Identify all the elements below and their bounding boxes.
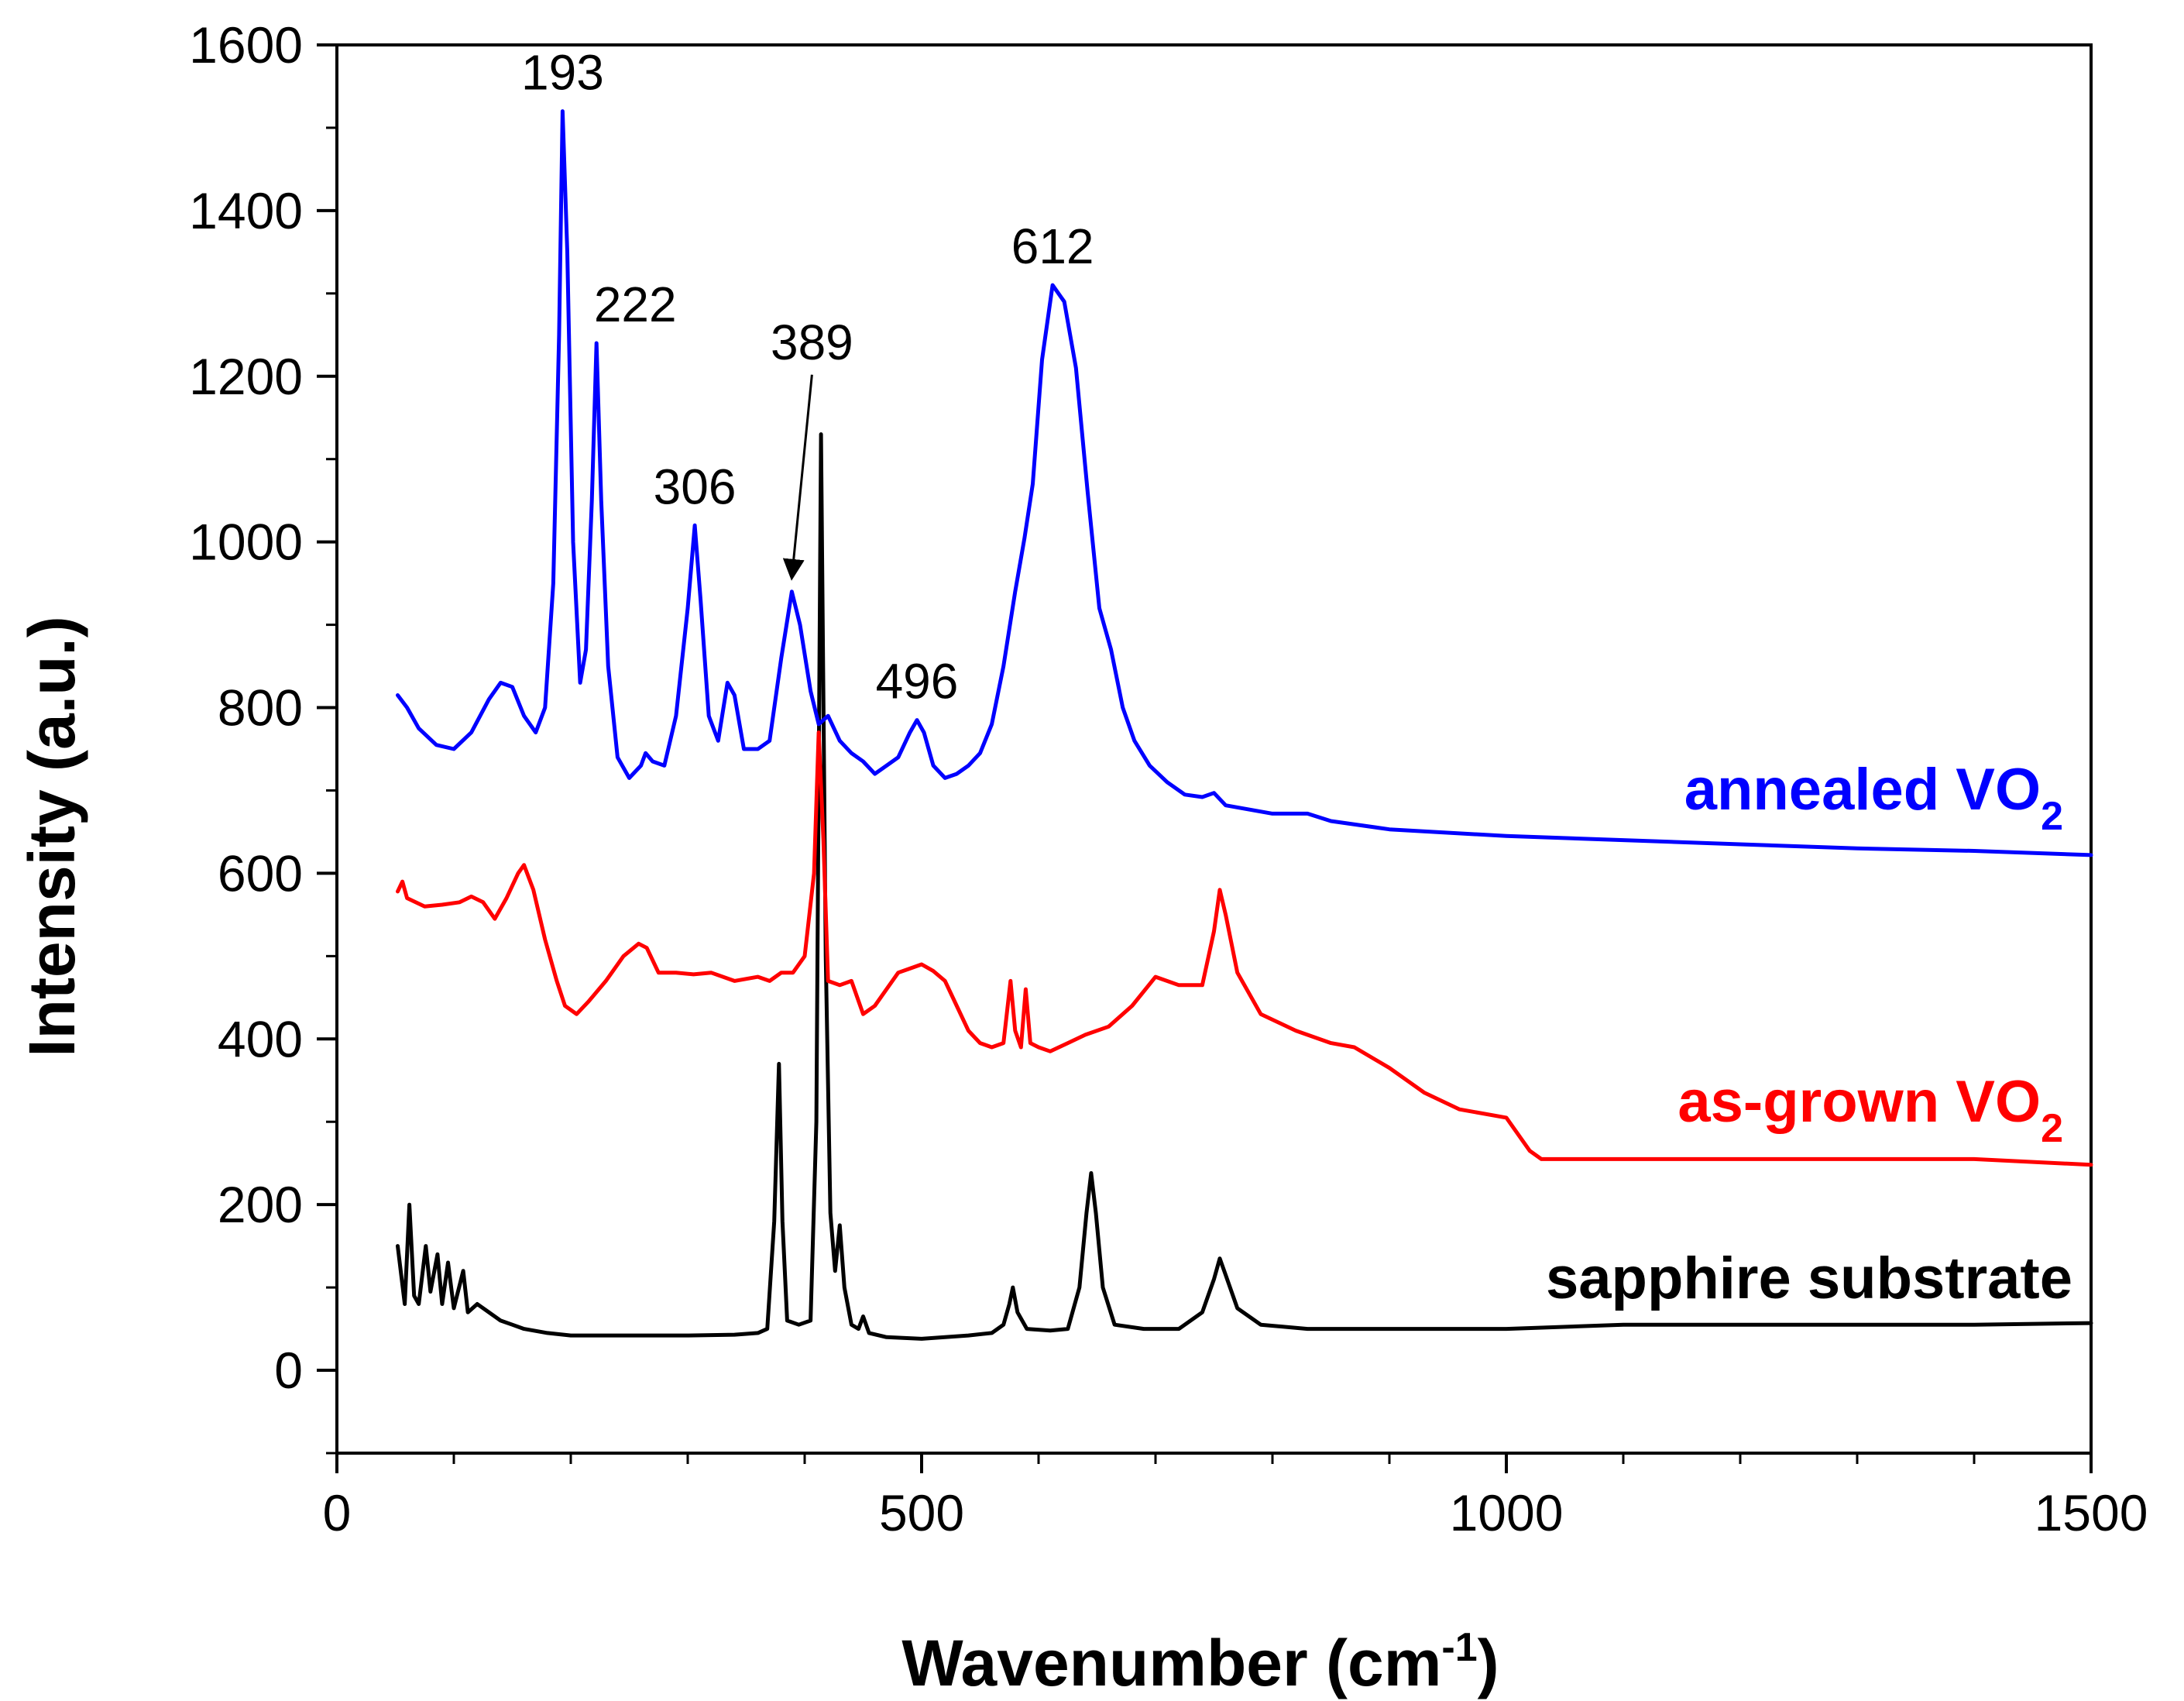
annotation-layer: 193 222 306 389 496 612: [521, 45, 1094, 710]
x-axis-title-end: ): [1478, 1627, 1499, 1699]
x-tick-label: 500: [879, 1484, 964, 1541]
y-tick-label: 200: [218, 1176, 303, 1233]
plot-frame: [335, 43, 2093, 1455]
series-line-sapphire-substrate: [396, 432, 2093, 1341]
y-axis-title: Intensity (a.u.): [15, 616, 88, 1057]
peak-label: 389: [771, 314, 853, 370]
peak-label: 306: [654, 459, 737, 514]
plot-axes: 0 500 1000 1500 0 200 400 600 800 1000 1200 1400 160…: [189, 16, 2148, 1541]
x-tick-label: 1500: [2035, 1484, 2148, 1541]
peak-label: 193: [521, 45, 604, 101]
y-tick-label: 1200: [189, 348, 303, 405]
x-axis-title-sup: -1: [1441, 1625, 1477, 1670]
series-layer: [396, 109, 2093, 1341]
y-tick-label: 1600: [189, 16, 303, 74]
series-label-annealed: annealed VO2: [1684, 757, 2063, 839]
series-line-as-grown-vo2: [396, 730, 2093, 1167]
y-tick-label: 1400: [189, 182, 303, 239]
peak-label: 496: [876, 654, 959, 710]
x-tick-label: 0: [323, 1484, 352, 1541]
series-line-annealed-vo2: [396, 109, 2093, 857]
peak-label: 222: [594, 277, 677, 332]
x-axis-title: Wavenumber (cm-1): [901, 1625, 1499, 1699]
series-label-sapphire: sapphire substrate: [1546, 1246, 2072, 1311]
peak-label: 612: [1011, 218, 1094, 274]
x-axis-title-main: Wavenumber (cm: [901, 1627, 1441, 1699]
peak-arrow: [782, 374, 813, 581]
x-tick-label: 1000: [1450, 1484, 1564, 1541]
y-tick-label: 0: [274, 1342, 303, 1399]
series-label-as-grown: as-grown VO2: [1677, 1069, 2063, 1151]
y-tick-label: 800: [218, 679, 303, 737]
y-tick-label: 1000: [189, 514, 303, 571]
y-tick-label: 400: [218, 1010, 303, 1067]
y-tick-label: 600: [218, 844, 303, 902]
